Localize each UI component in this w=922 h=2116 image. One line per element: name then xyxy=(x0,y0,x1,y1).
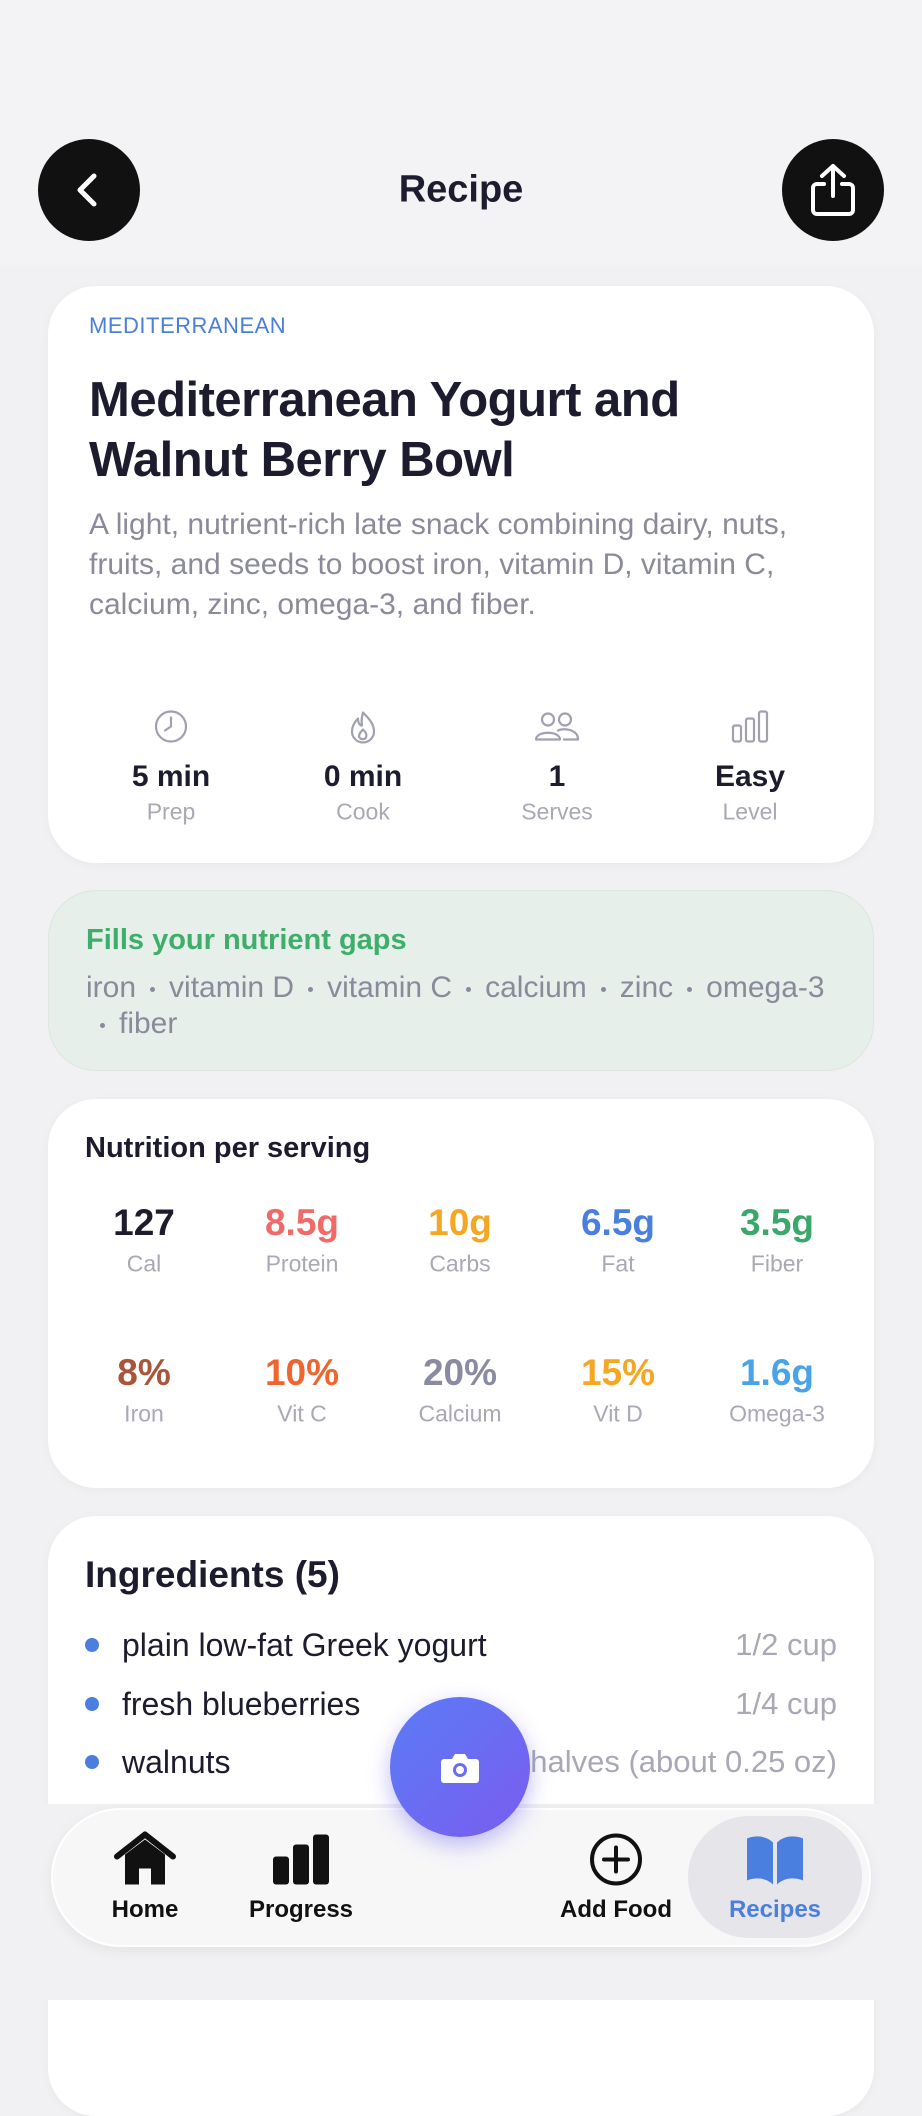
nutrient-gap: iron xyxy=(86,971,137,1004)
recipe-card: MEDITERRANEAN Mediterranean Yogurt and W… xyxy=(48,286,874,863)
separator-dot xyxy=(600,986,606,992)
separator-dot xyxy=(308,986,314,992)
stat-value: 5 min xyxy=(131,760,211,793)
separator-dot xyxy=(100,1022,105,1028)
camera-button[interactable] xyxy=(390,1697,530,1837)
gaps-list: iron vitamin D vitamin C calcium zinc omega-3… xyxy=(86,970,846,1042)
back-icon xyxy=(77,173,97,207)
nutrient-label: Vit D xyxy=(593,1400,643,1427)
share-icon xyxy=(811,164,855,216)
stat-icon xyxy=(534,710,580,749)
nutrition-title: Nutrition per serving xyxy=(85,1132,371,1164)
ingredient-bullet xyxy=(85,1755,99,1769)
nutrient-value: 1.6g xyxy=(739,1352,815,1393)
nutrient-value: 6.5g xyxy=(580,1202,656,1243)
stat-icon xyxy=(154,710,188,749)
tab-label[interactable]: Recipes xyxy=(728,1896,822,1923)
top-bar: Recipe xyxy=(0,0,922,265)
tab-icon[interactable] xyxy=(584,1831,648,1894)
stat-value: 0 min xyxy=(323,760,403,793)
tab-icon[interactable] xyxy=(743,1831,807,1894)
ingredient-name: plain low-fat Greek yogurt xyxy=(122,1627,487,1663)
nutrient-value: 8.5g xyxy=(264,1202,340,1243)
screen-title: Recipe xyxy=(398,168,524,211)
tab-icon-svg xyxy=(747,1836,803,1885)
nutrient-label: Fiber xyxy=(750,1250,804,1277)
cuisine-label: MEDITERRANEAN xyxy=(89,313,287,338)
separator-dot xyxy=(466,986,472,992)
stat-icon-svg xyxy=(731,710,769,743)
stat-label: Serves xyxy=(521,798,593,825)
stat-label: Level xyxy=(722,798,778,825)
nutrient-gap: fiber xyxy=(119,1007,178,1040)
nutrient-gap: omega-3 xyxy=(706,971,825,1004)
tab-icon-svg xyxy=(273,1834,329,1885)
nutrient-gap: calcium xyxy=(485,971,587,1004)
nutrient-label: Cal xyxy=(126,1250,162,1277)
nutrient-gap: vitamin C xyxy=(327,971,453,1004)
nutrient-label: Protein xyxy=(265,1250,339,1277)
nutrient-value: 8% xyxy=(117,1352,171,1393)
tab-icon-svg xyxy=(590,1833,642,1886)
back-button[interactable] xyxy=(38,139,140,241)
tab-icon-svg xyxy=(114,1831,176,1885)
stat-icon xyxy=(346,710,380,749)
nutrient-label: Iron xyxy=(124,1400,164,1427)
stat-icon-svg xyxy=(534,712,580,741)
nutrition-card: Nutrition per serving 127 Cal 8.5g Protein 1… xyxy=(48,1099,874,1488)
nutrient-label: Calcium xyxy=(418,1400,502,1427)
ingredients-title: Ingredients (5) xyxy=(85,1554,340,1595)
stat-icon-svg xyxy=(350,711,376,744)
stat-value: 1 xyxy=(548,760,566,793)
tab-icon[interactable] xyxy=(269,1831,333,1894)
recipe-title: Mediterranean Yogurt and Walnut Berry Bo… xyxy=(89,373,680,487)
nutrient-value: 10g xyxy=(428,1202,492,1243)
nutrient-gap: vitamin D xyxy=(169,971,295,1004)
nutrient-gaps-card: Fills your nutrient gaps iron vitamin D vi… xyxy=(48,890,874,1071)
ingredient-bullet xyxy=(85,1638,99,1652)
ingredient-amount: 1/2 cup xyxy=(735,1627,837,1662)
tab-label[interactable]: Progress xyxy=(248,1896,354,1923)
stat-label: Prep xyxy=(146,798,196,825)
ingredient-name: walnuts xyxy=(122,1744,231,1780)
nutrient-label: Fat xyxy=(601,1250,635,1277)
gaps-title: Fills your nutrient gaps xyxy=(86,924,407,956)
recipe-description: A light, nutrient-rich late snack combin… xyxy=(89,508,788,621)
ingredient-amount: 1/4 cup xyxy=(735,1686,837,1721)
stat-label: Cook xyxy=(336,798,390,825)
ingredient-bullet xyxy=(85,1697,99,1711)
nutrient-gap: zinc xyxy=(619,971,674,1004)
separator-dot xyxy=(687,986,693,992)
stat-value: Easy xyxy=(714,760,786,793)
nutrient-label: Carbs xyxy=(429,1250,491,1277)
stat-icon xyxy=(731,710,769,749)
nutrient-value: 127 xyxy=(113,1202,175,1243)
nutrient-label: Vit C xyxy=(277,1400,327,1427)
ingredient-name: fresh blueberries xyxy=(122,1686,361,1722)
nutrient-value: 15% xyxy=(580,1352,656,1393)
stat-icon-svg xyxy=(154,710,188,743)
nutrient-value: 10% xyxy=(264,1352,340,1393)
tab-icon[interactable] xyxy=(113,1831,177,1894)
nutrient-value: 20% xyxy=(422,1352,498,1393)
tab-label[interactable]: Add Food xyxy=(560,1896,672,1923)
camera-icon xyxy=(441,1754,479,1783)
nutrient-label: Omega-3 xyxy=(729,1400,825,1427)
separator-dot xyxy=(150,986,156,992)
ingredient-amount: halves (about 0.25 oz) xyxy=(530,1744,837,1779)
active-tab-highlight xyxy=(688,1816,862,1938)
share-button[interactable] xyxy=(782,139,884,241)
tab-label[interactable]: Home xyxy=(111,1896,179,1923)
nutrient-value: 3.5g xyxy=(739,1202,815,1243)
